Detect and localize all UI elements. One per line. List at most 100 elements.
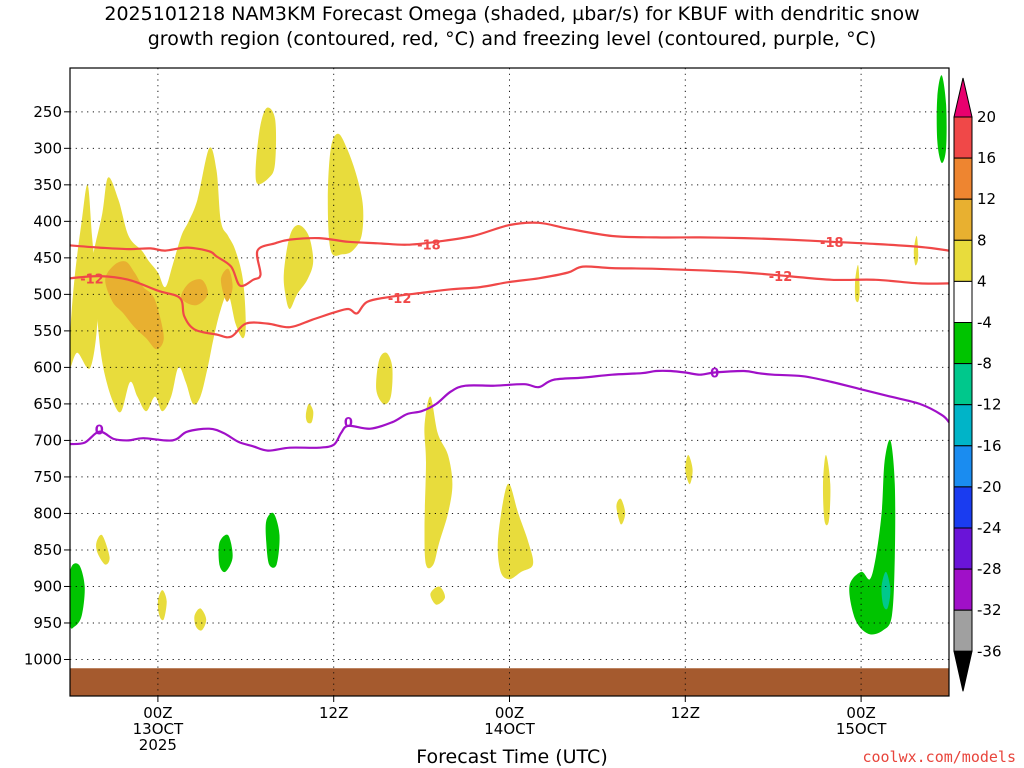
- colorbar-box: [953, 239, 973, 282]
- omega-region: [157, 590, 167, 621]
- y-tick-label: 950: [33, 614, 62, 632]
- colorbar-box: [953, 486, 973, 529]
- omega-layer: [70, 75, 947, 635]
- omega-region: [497, 483, 534, 580]
- colorbar-label: -24: [977, 519, 1002, 537]
- omega-region: [854, 264, 860, 303]
- omega-region: [105, 261, 164, 350]
- colorbar-label: 16: [977, 149, 996, 167]
- y-tick-label: 400: [33, 212, 62, 230]
- contour-label: 0: [95, 423, 104, 438]
- y-tick-label: 350: [33, 176, 62, 194]
- colorbar-label: 8: [977, 231, 987, 249]
- colorbar-box: [953, 116, 973, 159]
- y-tick-label: 800: [33, 504, 62, 522]
- y-tick-label: 600: [33, 358, 62, 376]
- x-tick-label: 15OCT: [836, 720, 887, 738]
- site-credit[interactable]: coolwx.com/models: [862, 748, 1016, 766]
- contour-label: -12: [769, 270, 793, 285]
- colorbar-label: -32: [977, 601, 1002, 619]
- colorbar-box: [953, 609, 973, 652]
- omega-region: [70, 563, 85, 629]
- omega-region: [913, 235, 919, 266]
- contour-line: [70, 221, 949, 288]
- omega-region: [91, 147, 246, 413]
- chart-title: 2025101218 NAM3KM Forecast Omega (shaded…: [0, 2, 1024, 52]
- x-tick-label: 00Z: [846, 704, 875, 722]
- y-tick-label: 850: [33, 541, 62, 559]
- x-tick-label: 13OCT: [133, 720, 184, 738]
- x-tick-label: 00Z: [143, 704, 172, 722]
- colorbar-box: [953, 322, 973, 365]
- y-tick-label: 500: [33, 285, 62, 303]
- colorbar-bottom-arrow: [953, 650, 973, 692]
- x-tick-label: 00Z: [495, 704, 524, 722]
- colorbar-label: -20: [977, 478, 1002, 496]
- colorbar-label: 4: [977, 272, 987, 290]
- x-tick-label: 12Z: [671, 704, 700, 722]
- colorbar-label: -16: [977, 437, 1002, 455]
- contour-line: [70, 369, 949, 452]
- x-axis-title: Forecast Time (UTC): [416, 746, 608, 768]
- colorbar-box: [953, 280, 973, 323]
- omega-region: [283, 225, 314, 309]
- omega-region: [616, 498, 626, 525]
- omega-region: [881, 571, 891, 610]
- grid-layer: [70, 68, 949, 696]
- omega-region: [194, 608, 207, 631]
- omega-region: [96, 534, 110, 565]
- x-tick-label: 12Z: [319, 704, 348, 722]
- chart-title-line1: 2025101218 NAM3KM Forecast Omega (shaded…: [104, 3, 920, 25]
- omega-region: [327, 133, 364, 256]
- x-tick-label: 14OCT: [484, 720, 535, 738]
- plot-area: -18 -18 -12 -12 -12 0 0 0: [70, 68, 949, 696]
- omega-region: [220, 268, 233, 302]
- y-tick-label: 750: [33, 468, 62, 486]
- omega-region: [936, 75, 947, 164]
- colorbar-label: -8: [977, 355, 992, 373]
- colorbar-top-arrow: [953, 77, 973, 118]
- colorbar-label: -12: [977, 396, 1002, 414]
- colorbar-box: [953, 198, 973, 241]
- y-tick-label: 300: [33, 139, 62, 157]
- colorbar-box: [953, 363, 973, 406]
- colorbar-label: -36: [977, 642, 1002, 660]
- omega-region: [685, 455, 693, 485]
- chart-title-line2: growth region (contoured, red, °C) and f…: [147, 28, 877, 50]
- colorbar-label: -28: [977, 560, 1002, 578]
- omega-region: [822, 455, 831, 526]
- x-tick-label: 2025: [139, 736, 177, 754]
- colorbar: 20 16 12 8 4 -4 -8 -12 -16 -20 -24 -28 -32 -36: [953, 77, 1002, 692]
- y-tick-label: 550: [33, 322, 62, 340]
- colorbar-box: [953, 568, 973, 611]
- contour-line: [70, 265, 949, 339]
- colorbar-box: [953, 157, 973, 200]
- omega-region: [430, 586, 446, 605]
- y-tick-label: 250: [33, 103, 62, 121]
- contour-label: 0: [344, 416, 353, 431]
- omega-region: [424, 396, 453, 569]
- omega-region: [376, 352, 393, 405]
- contour-label: -18: [820, 236, 844, 251]
- y-tick-label: 1000: [24, 650, 62, 668]
- contour-label: -12: [80, 272, 104, 287]
- colorbar-label: 12: [977, 190, 996, 208]
- colorbar-box: [953, 404, 973, 447]
- y-tick-label: 450: [33, 249, 62, 267]
- omega-region: [181, 279, 208, 306]
- omega-region: [305, 403, 314, 424]
- omega-region: [255, 107, 277, 185]
- y-tick-label: 700: [33, 431, 62, 449]
- omega-region: [218, 534, 233, 573]
- colorbar-box: [953, 527, 973, 570]
- colorbar-label: -4: [977, 314, 992, 332]
- y-tick-label: 900: [33, 577, 62, 595]
- contour-label: -12: [388, 292, 412, 307]
- contour-label: 0: [710, 367, 719, 382]
- y-axis: 250 300 350 400 450 500 550 600 650 700 750 800 850 9…: [24, 103, 70, 668]
- colorbar-label: 20: [977, 108, 996, 126]
- y-tick-label: 650: [33, 395, 62, 413]
- omega-region: [265, 512, 280, 568]
